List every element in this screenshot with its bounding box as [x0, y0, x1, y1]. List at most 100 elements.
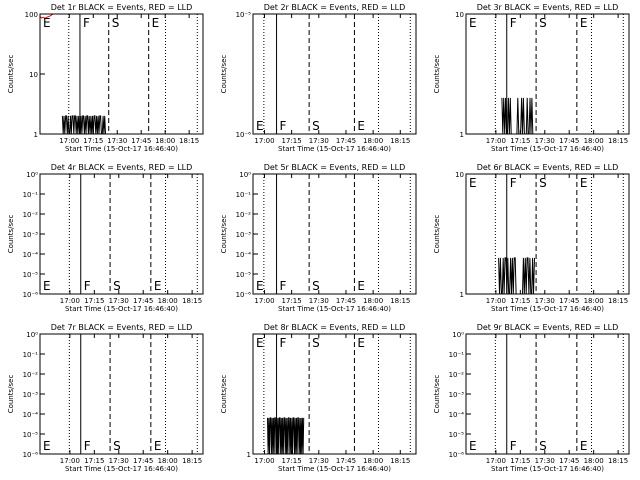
- y-tick-label: 10⁻¹: [23, 191, 39, 199]
- x-tick-label: 17:45: [336, 137, 356, 145]
- x-axis-label: Start Time (15-Oct-17 16:46:40): [491, 465, 604, 473]
- y-axis-label: Counts/sec: [220, 215, 228, 254]
- x-tick-label: 18:15: [608, 457, 628, 465]
- y-tick-label: 10⁻²: [236, 211, 252, 219]
- detector-panel-2: Det 2r BLACK = Events, RED = LLD E F S E 17:0…: [220, 3, 417, 153]
- y-tick-label: 10⁰: [26, 171, 38, 179]
- marker-label: F: [84, 279, 91, 293]
- x-axis-label: Start Time (15-Oct-17 16:46:40): [278, 465, 391, 473]
- y-tick-label: 10⁻²: [449, 371, 465, 379]
- x-tick-label: 17:30: [309, 457, 329, 465]
- x-tick-label: 17:15: [510, 457, 530, 465]
- x-tick-label: 17:00: [486, 297, 506, 305]
- panel-title: Det 6r BLACK = Events, RED = LLD: [477, 163, 619, 172]
- plot-frame: [252, 173, 417, 295]
- x-tick-label: 18:00: [363, 137, 383, 145]
- y-axis-label: Counts/sec: [7, 55, 15, 94]
- x-tick-label: 17:45: [559, 297, 579, 305]
- panel-title: Det 7r BLACK = Events, RED = LLD: [51, 323, 193, 332]
- x-tick-label: 17:00: [59, 137, 79, 145]
- x-tick-label: 17:15: [282, 297, 302, 305]
- x-tick-label: 17:15: [84, 297, 104, 305]
- x-axis-label: Start Time (15-Oct-17 16:46:40): [65, 465, 178, 473]
- y-tick-label: 10⁻⁵: [23, 431, 39, 439]
- plot-frame: [465, 173, 630, 295]
- panel-title: Det 5r BLACK = Events, RED = LLD: [264, 163, 406, 172]
- marker-label: E: [469, 439, 477, 453]
- x-tick-label: 17:45: [133, 457, 153, 465]
- marker-label: E: [43, 439, 51, 453]
- y-tick-label: 1: [460, 131, 464, 139]
- x-tick-label: 17:15: [282, 457, 302, 465]
- x-tick-label: 17:45: [336, 457, 356, 465]
- y-tick-label: 10⁻⁴: [236, 251, 252, 259]
- x-tick-label: 17:30: [309, 137, 329, 145]
- y-tick-label: 10: [455, 171, 464, 179]
- marker-label: S: [113, 279, 121, 293]
- y-tick-label: 10⁻⁶: [449, 451, 465, 459]
- plot-frame: [465, 13, 630, 135]
- marker-label: F: [510, 439, 517, 453]
- marker-label: E: [43, 279, 51, 293]
- x-tick-label: 18:15: [390, 297, 410, 305]
- x-tick-label: 18:15: [390, 137, 410, 145]
- lld-series: [40, 14, 54, 19]
- marker-label: E: [256, 119, 264, 133]
- y-axis-label: Counts/sec: [433, 55, 441, 94]
- x-tick-label: 17:45: [559, 137, 579, 145]
- y-tick-label: 10⁻⁴: [23, 251, 39, 259]
- plot-area: [494, 174, 624, 294]
- marker-label: F: [83, 16, 90, 30]
- panel-title: Det 8r BLACK = Events, RED = LLD: [264, 323, 406, 332]
- y-tick-label: 10⁻³: [23, 391, 39, 399]
- x-axis-label: Start Time (15-Oct-17 16:46:40): [491, 305, 604, 313]
- plot-area: [68, 334, 198, 454]
- x-tick-label: 17:15: [510, 297, 530, 305]
- x-axis-label: Start Time (15-Oct-17 16:46:40): [278, 305, 391, 313]
- x-axis-label: Start Time (15-Oct-17 16:46:40): [65, 305, 178, 313]
- plot-area: [68, 174, 198, 294]
- panel-title: Det 4r BLACK = Events, RED = LLD: [51, 163, 193, 172]
- x-tick-label: 17:45: [336, 297, 356, 305]
- x-tick-label: 18:00: [584, 137, 604, 145]
- detector-panel-5: Det 5r BLACK = Events, RED = LLD E F S E 17:0…: [220, 163, 417, 313]
- y-tick-label: 10⁻⁶: [23, 451, 39, 459]
- y-tick-label: 100: [25, 11, 38, 19]
- x-tick-label: 17:00: [486, 137, 506, 145]
- x-tick-label: 18:15: [179, 137, 199, 145]
- y-tick-label: 10⁻⁵: [236, 11, 252, 19]
- x-tick-label: 17:45: [559, 457, 579, 465]
- marker-label: S: [312, 279, 320, 293]
- marker-label: F: [280, 279, 287, 293]
- x-tick-label: 17:30: [107, 137, 127, 145]
- y-tick-label: 10: [29, 71, 38, 79]
- x-tick-label: 18:15: [608, 137, 628, 145]
- x-tick-label: 17:00: [254, 297, 274, 305]
- y-tick-label: 10⁰: [239, 171, 251, 179]
- marker-label: E: [154, 279, 162, 293]
- marker-label: F: [510, 16, 517, 30]
- x-tick-label: 18:15: [390, 457, 410, 465]
- x-tick-label: 17:15: [510, 137, 530, 145]
- x-tick-label: 17:00: [254, 137, 274, 145]
- marker-label: S: [312, 336, 320, 350]
- y-tick-label: 10⁻²: [23, 211, 39, 219]
- events-series: [267, 417, 305, 454]
- y-tick-label: 10⁻³: [449, 391, 465, 399]
- y-tick-label: 1: [247, 451, 251, 459]
- y-tick-label: 10⁻⁴: [449, 411, 465, 419]
- y-tick-label: 10⁰: [452, 331, 464, 339]
- marker-label: S: [539, 439, 547, 453]
- detector-panel-9: Det 9r BLACK = Events, RED = LLD E F S E 17:0…: [433, 323, 630, 473]
- x-tick-label: 17:00: [60, 457, 80, 465]
- y-axis-label: Counts/sec: [7, 375, 15, 414]
- x-tick-label: 17:30: [109, 457, 129, 465]
- y-tick-label: 10⁻⁵: [236, 271, 252, 279]
- x-tick-label: 18:15: [182, 297, 202, 305]
- marker-label: E: [580, 439, 588, 453]
- events-series: [501, 97, 534, 134]
